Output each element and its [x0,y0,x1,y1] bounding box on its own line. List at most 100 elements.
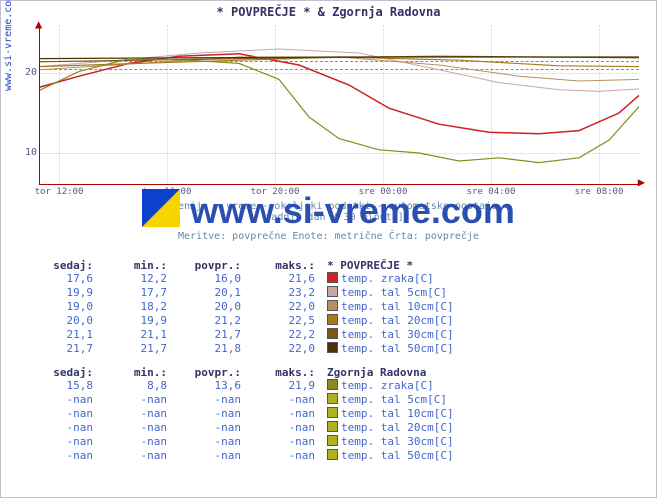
swatch-icon [327,286,338,297]
cell-legend: temp. zraka[C] [321,272,460,286]
site-link[interactable]: www.si-vreme.com [3,0,14,91]
table-row: 21,721,721,822,0temp. tal 50cm[C] [25,342,460,356]
cell-povpr: 21,2 [173,314,247,328]
cell-povpr: 21,8 [173,342,247,356]
cell-min: 8,8 [99,379,173,393]
swatch-icon [327,328,338,339]
cell-maks: 23,2 [247,286,321,300]
table-row: -nan-nan-nan-nantemp. tal 50cm[C] [25,449,460,463]
cell-min: -nan [99,393,173,407]
cell-legend: temp. tal 5cm[C] [321,286,460,300]
cell-maks: 22,0 [247,300,321,314]
cell-min: 21,7 [99,342,173,356]
cell-legend: temp. tal 5cm[C] [321,393,460,407]
swatch-icon [327,449,338,460]
th-povpr: povpr.: [173,259,247,272]
table-row: 15,88,813,621,9temp. zraka[C] [25,379,460,393]
th-min: min.: [99,259,173,272]
cell-sedaj: -nan [25,407,99,421]
cell-maks: -nan [247,407,321,421]
cell-maks: -nan [247,449,321,463]
swatch-icon [327,421,338,432]
cell-sedaj: 21,7 [25,342,99,356]
cell-legend: temp. zraka[C] [321,379,460,393]
table-row: 19,018,220,022,0temp. tal 10cm[C] [25,300,460,314]
th-min: min.: [99,366,173,379]
data-tables: sedaj:min.:povpr.:maks.:* POVPREČJE *17,… [25,259,646,473]
swatch-icon [327,300,338,311]
table-radovna: sedaj:min.:povpr.:maks.:Zgornja Radovna1… [25,366,460,463]
cell-povpr: -nan [173,393,247,407]
cell-povpr: 20,0 [173,300,247,314]
cell-sedaj: 17,6 [25,272,99,286]
subtitle-1a: Slovenija - vreme - okoljski podatki - a… [154,201,503,212]
swatch-icon [327,407,338,418]
cell-sedaj: 20,0 [25,314,99,328]
cell-povpr: -nan [173,407,247,421]
cell-sedaj: 19,0 [25,300,99,314]
cell-maks: 22,0 [247,342,321,356]
table-povprecje: sedaj:min.:povpr.:maks.:* POVPREČJE *17,… [25,259,460,356]
th-maks: maks.: [247,366,321,379]
cell-maks: 21,9 [247,379,321,393]
cell-legend: temp. tal 10cm[C] [321,407,460,421]
th-sedaj: sedaj: [25,366,99,379]
x-tick-label: tor 20:00 [251,187,300,197]
cell-min: 12,2 [99,272,173,286]
cell-povpr: -nan [173,449,247,463]
cell-sedaj: -nan [25,449,99,463]
cell-povpr: 13,6 [173,379,247,393]
cell-maks: 22,2 [247,328,321,342]
x-axis-arrow: ▶ [638,175,645,189]
cell-povpr: -nan [173,421,247,435]
cell-min: -nan [99,421,173,435]
swatch-icon [327,379,338,390]
subtitle-1: Slovenija - vreme - okoljski podatki - a… [1,201,656,223]
cell-min: 18,2 [99,300,173,314]
cell-sedaj: -nan [25,393,99,407]
swatch-icon [327,393,338,404]
x-tick-label: sre 08:00 [575,187,624,197]
cell-povpr: -nan [173,435,247,449]
table-row: -nan-nan-nan-nantemp. tal 30cm[C] [25,435,460,449]
cell-povpr: 20,1 [173,286,247,300]
table-row: 17,612,216,021,6temp. zraka[C] [25,272,460,286]
x-tick-label: sre 00:00 [359,187,408,197]
site-link-anchor[interactable]: www.si-vreme.com [3,0,14,91]
x-tick-label: tor 16:00 [143,187,192,197]
cell-legend: temp. tal 50cm[C] [321,342,460,356]
cell-povpr: 21,7 [173,328,247,342]
cell-povpr: 16,0 [173,272,247,286]
cell-sedaj: 15,8 [25,379,99,393]
cell-min: -nan [99,435,173,449]
cell-min: 19,9 [99,314,173,328]
cell-maks: -nan [247,421,321,435]
cell-legend: temp. tal 20cm[C] [321,421,460,435]
subtitle-2: Meritve: povprečne Enote: metrične Črta:… [1,231,656,242]
cell-min: -nan [99,407,173,421]
subtitle-1b: [ zadnji dan / 30 minut ] [253,212,404,223]
cell-legend: temp. tal 30cm[C] [321,435,460,449]
cell-maks: -nan [247,435,321,449]
table-row: 20,019,921,222,5temp. tal 20cm[C] [25,314,460,328]
cell-sedaj: -nan [25,435,99,449]
chart-frame: * POVPREČJE * & Zgornja Radovna www.si-v… [0,0,657,498]
cell-maks: 21,6 [247,272,321,286]
th-sedaj: sedaj: [25,259,99,272]
cell-legend: temp. tal 30cm[C] [321,328,460,342]
swatch-icon [327,314,338,325]
y-axis-arrow: ▲ [35,17,42,31]
cell-min: 17,7 [99,286,173,300]
table-row: -nan-nan-nan-nantemp. tal 10cm[C] [25,407,460,421]
y-tick-label: 10 [21,147,37,158]
th-maks: maks.: [247,259,321,272]
x-tick-label: tor 12:00 [35,187,84,197]
table-row: 19,917,720,123,2temp. tal 5cm[C] [25,286,460,300]
cell-legend: temp. tal 10cm[C] [321,300,460,314]
cell-legend: temp. tal 20cm[C] [321,314,460,328]
cell-min: 21,1 [99,328,173,342]
table-row: -nan-nan-nan-nantemp. tal 5cm[C] [25,393,460,407]
cell-sedaj: 19,9 [25,286,99,300]
cell-sedaj: -nan [25,421,99,435]
cell-min: -nan [99,449,173,463]
